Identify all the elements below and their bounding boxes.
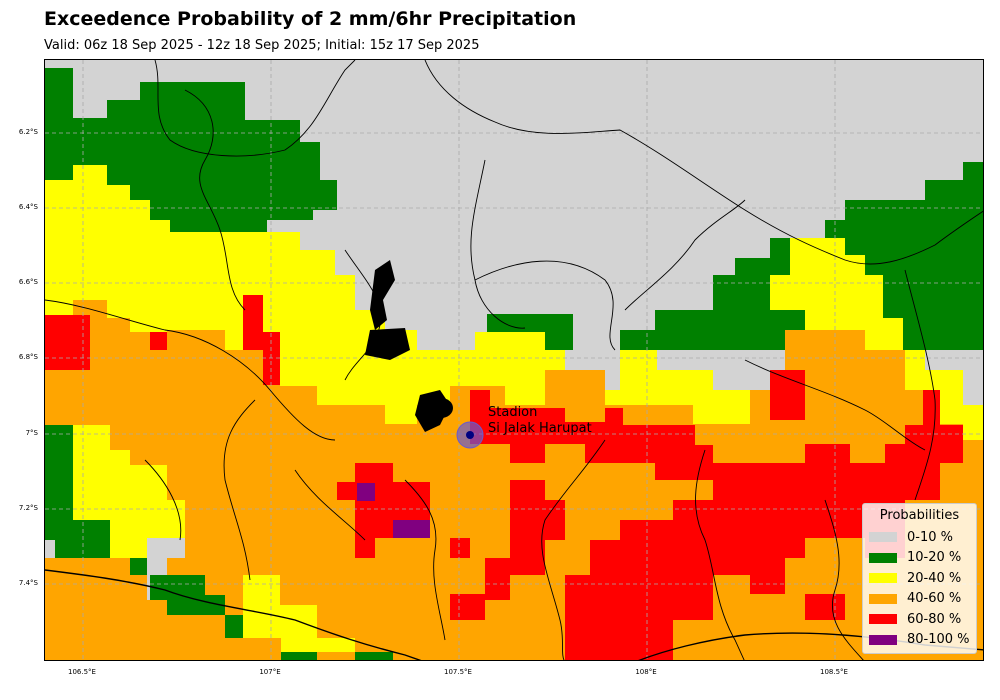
legend-swatch — [869, 552, 897, 563]
legend-entry: 0-10 % — [869, 527, 970, 548]
zone-60-80-southeast — [565, 390, 963, 660]
legend-label: 20-40 % — [907, 570, 962, 586]
zone-20-40-southwest — [73, 425, 185, 558]
legend-entry: 10-20 % — [869, 548, 970, 569]
lat-tick: 6.2°S — [18, 128, 38, 136]
zone-60-80-southeast2 — [805, 594, 845, 620]
zone-60-80-west2 — [150, 332, 167, 350]
lat-tick: 7°S — [25, 429, 38, 437]
lat-tick: 6.6°S — [18, 278, 38, 286]
zone-60-80-west — [45, 315, 90, 370]
legend-label: 80-100 % — [907, 632, 970, 648]
lat-tick: 6.4°S — [18, 203, 38, 211]
reservoirs-lakes — [365, 260, 453, 432]
legend: Probabilities 0-10 % 10-20 % 20-40 % 40-… — [862, 503, 977, 654]
legend-title: Probabilities — [879, 508, 960, 523]
zone-60-80-east — [770, 370, 805, 420]
probability-map-canvas — [45, 60, 983, 660]
zone-60-80-central — [470, 390, 750, 500]
zone-80-100-b — [393, 520, 430, 538]
legend-swatch — [869, 593, 897, 604]
lat-lon-gridlines — [45, 60, 983, 660]
lon-tick: 108°E — [635, 668, 657, 676]
lon-tick: 107.5°E — [444, 668, 472, 676]
zone-80-100-a — [357, 483, 375, 501]
map-title: Exceedence Probability of 2 mm/6hr Preci… — [44, 8, 577, 30]
legend-swatch — [869, 634, 897, 645]
legend-entry: 80-100 % — [869, 630, 970, 651]
legend-entry: 40-60 % — [869, 589, 970, 610]
legend-entry: 60-80 % — [869, 609, 970, 630]
legend-label: 10-20 % — [907, 550, 962, 566]
station-label-line2: Si Jalak Harupat — [488, 421, 592, 436]
zone-20-40-east — [770, 238, 983, 440]
legend-entry: 20-40 % — [869, 568, 970, 589]
lon-tick: 107°E — [259, 668, 281, 676]
probability-zones — [45, 68, 983, 660]
station-point — [466, 431, 474, 439]
legend-label: 0-10 % — [907, 529, 953, 545]
probability-map[interactable] — [44, 59, 984, 661]
lon-tick: 108.5°E — [820, 668, 848, 676]
legend-label: 60-80 % — [907, 611, 962, 627]
map-subtitle: Valid: 06z 18 Sep 2025 - 12z 18 Sep 2025… — [44, 38, 480, 53]
lat-tick: 6.8°S — [18, 353, 38, 361]
station-label-line1: Stadion — [488, 405, 538, 420]
lat-tick: 7.4°S — [18, 579, 38, 587]
station-label: Stadion Si Jalak Harupat — [488, 405, 592, 437]
legend-label: 40-60 % — [907, 591, 962, 607]
lat-tick: 7.2°S — [18, 504, 38, 512]
lon-tick: 106.5°E — [68, 668, 96, 676]
legend-swatch — [869, 573, 897, 584]
zone-10-20-southwest — [45, 425, 147, 575]
station-marker — [456, 421, 484, 449]
admin-boundaries — [45, 60, 983, 660]
zone-60-80-south — [337, 463, 565, 620]
legend-swatch — [869, 614, 897, 625]
legend-swatch — [869, 532, 897, 543]
